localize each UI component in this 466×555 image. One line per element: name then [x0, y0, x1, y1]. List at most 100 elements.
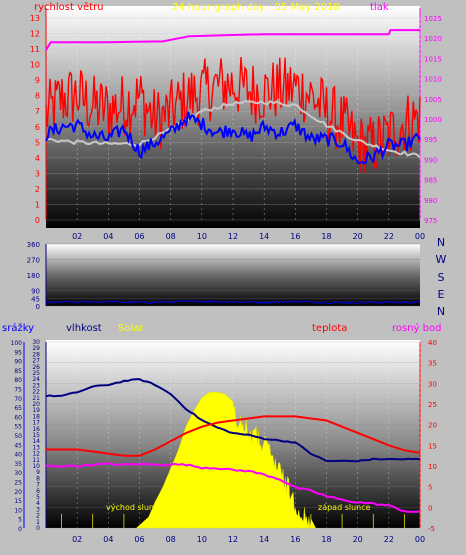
panel1-left-tick-label: 0 [35, 216, 40, 225]
panel3-rain-tick-label: 30 [14, 470, 22, 477]
panel3-x-tick-label: 14 [259, 535, 269, 544]
panel1-right-tick-label: 1025 [424, 15, 442, 23]
pressure-series [45, 29, 420, 51]
panel3-x-tick-label: 20 [353, 535, 363, 544]
panel1-x-tick-label: 20 [353, 232, 363, 241]
panel3-rain-tick-label: 85 [14, 368, 22, 375]
panel1-x-tick-label: 18 [321, 232, 331, 241]
panel1-x-tick-label: 08 [166, 232, 176, 241]
panel3-humidity-tick-label: 8 [36, 475, 40, 482]
panel1-left-tick-label: 5 [35, 138, 40, 147]
panel1-right-tick-label: 1015 [424, 55, 442, 63]
panel3-rain-tick-label: 60 [14, 414, 22, 421]
panel3-humidity-tick-label: 26 [32, 364, 40, 371]
panel3-x-tick-label: 18 [321, 535, 331, 544]
panel1-right-tick-label: 1000 [424, 116, 442, 124]
panel3-humidity-tick-label: 20 [32, 401, 40, 408]
panel1-left-tick-label: 12 [30, 30, 40, 39]
wind-gust-series [45, 57, 421, 174]
panel1-x-tick-label: 14 [259, 232, 269, 241]
panel1-left-tick-label: 8 [35, 92, 40, 101]
panel1-left-tick-label: 13 [30, 14, 40, 23]
panel3-humidity-tick-label: 18 [32, 413, 40, 420]
panel1-left-tick-label: 1 [35, 200, 40, 209]
panel2-tick-label: 360 [27, 241, 40, 249]
panel3-humidity-tick-label: 14 [32, 438, 40, 445]
panel3-humidity-tick-label: 13 [32, 444, 40, 451]
panel3-humidity-tick-label: 23 [32, 382, 40, 389]
panel3-x-tick-label: 04 [103, 535, 113, 544]
panel3-humidity-tick-label: 24 [32, 376, 40, 383]
panel3-humidity-tick-label: 7 [36, 482, 40, 489]
panel2-tick-label: 90 [31, 288, 40, 296]
panel3-rain-tick-label: 25 [14, 480, 22, 487]
panel3-humidity-tick-label: 1 [36, 519, 40, 526]
panel3-rain-tick-label: 15 [14, 498, 22, 505]
panel3-x-tick-label: 12 [228, 535, 238, 544]
panel2-tick-label: 270 [27, 257, 40, 265]
panel3-humidity-tick-label: 11 [32, 457, 40, 464]
panel3-x-tick-label: 06 [134, 535, 144, 544]
panel2-tick-label: 0 [36, 303, 40, 311]
panel1-left-tick-label: 9 [35, 76, 40, 85]
panel3-x-tick-label: 02 [72, 535, 82, 544]
panel3-rain-tick-label: 75 [14, 387, 22, 394]
panel3-rain-tick-label: 40 [14, 452, 22, 459]
panel3-temperature-tick-label: 0 [428, 504, 432, 512]
panel3-humidity-tick-label: 28 [32, 351, 40, 358]
sunset-annotation: západ slunce [318, 503, 371, 512]
panel3-humidity-tick-label: 16 [32, 426, 40, 433]
panel3-rain-tick-label: 45 [14, 442, 22, 449]
compass-label-w: W [436, 253, 447, 266]
panel3-humidity-tick-label: 17 [32, 420, 40, 427]
panel1-right-label: tlak [370, 2, 389, 13]
wind-direction-series [45, 299, 421, 305]
panel3-rain-tick-label: 70 [14, 396, 22, 403]
panel3-temperature-tick-label: 15 [428, 442, 437, 450]
panel3-temperature-tick-label: 25 [428, 401, 437, 409]
panel3-humidity-tick-label: 12 [32, 451, 40, 458]
panel1-x-tick-label: 16 [290, 232, 300, 241]
panel1-left-tick-label: 10 [30, 61, 40, 70]
panel3-humidity-tick-label: 30 [32, 339, 40, 346]
panel1-right-tick-label: 1020 [424, 35, 442, 43]
panel3-rain-tick-label: 55 [14, 424, 22, 431]
panel3-x-tick-label: 16 [290, 535, 300, 544]
panel1-title: 24 hour graph day : 05 May 2018 [172, 2, 340, 13]
panel3-humidity-label: vlhkost [66, 323, 102, 334]
panel3-humidity-tick-label: 29 [32, 345, 40, 352]
panel1-left-tick-label: 2 [35, 185, 40, 194]
panel3-x-tick-label: 10 [197, 535, 207, 544]
panel1-x-tick-label: 06 [134, 232, 144, 241]
panel1-right-tick-label: 985 [424, 177, 437, 185]
panel3-solar-label: Solar [118, 323, 144, 334]
panel3-rain-tick-label: 95 [14, 349, 22, 356]
panel3-humidity-tick-label: 22 [32, 389, 40, 396]
panel1-left-tick-label: 4 [35, 154, 40, 163]
panel3-rain-tick-label: 100 [11, 340, 23, 347]
panel3-temperature-label: teplota [312, 323, 347, 334]
panel3-humidity-tick-label: 21 [32, 395, 40, 402]
panel3-rain-tick-label: 80 [14, 377, 22, 384]
panel1-left-tick-label: 3 [35, 169, 40, 178]
panel1-left-tick-label: 6 [35, 123, 40, 132]
panel3-humidity-tick-label: 5 [36, 494, 40, 501]
panel3-humidity-tick-label: 15 [32, 432, 40, 439]
panel3-rain-tick-label: 20 [14, 489, 22, 496]
dewpoint-series [45, 462, 421, 513]
panel3-temperature-tick-label: 10 [428, 463, 437, 471]
panel1-right-tick-label: 980 [424, 197, 437, 205]
panel1-left-label: rychlost větru [34, 1, 104, 13]
compass-label-s: S [438, 271, 445, 284]
panel3-dewpoint-label: rosný bod [392, 322, 441, 334]
panel3-humidity-tick-label: 9 [36, 469, 40, 476]
panel3-temperature-tick-label: 40 [428, 339, 437, 347]
panel3-rain-tick-label: 90 [14, 359, 22, 366]
panel1-x-tick-label: 00 [415, 232, 425, 241]
panel1-right-tick-label: 975 [424, 217, 437, 225]
compass-label-e: E [438, 288, 445, 301]
panel1-x-tick-label: 12 [228, 232, 238, 241]
panel3-rain-tick-label: 5 [18, 517, 22, 524]
panel3-temperature-tick-label: 35 [428, 360, 437, 368]
